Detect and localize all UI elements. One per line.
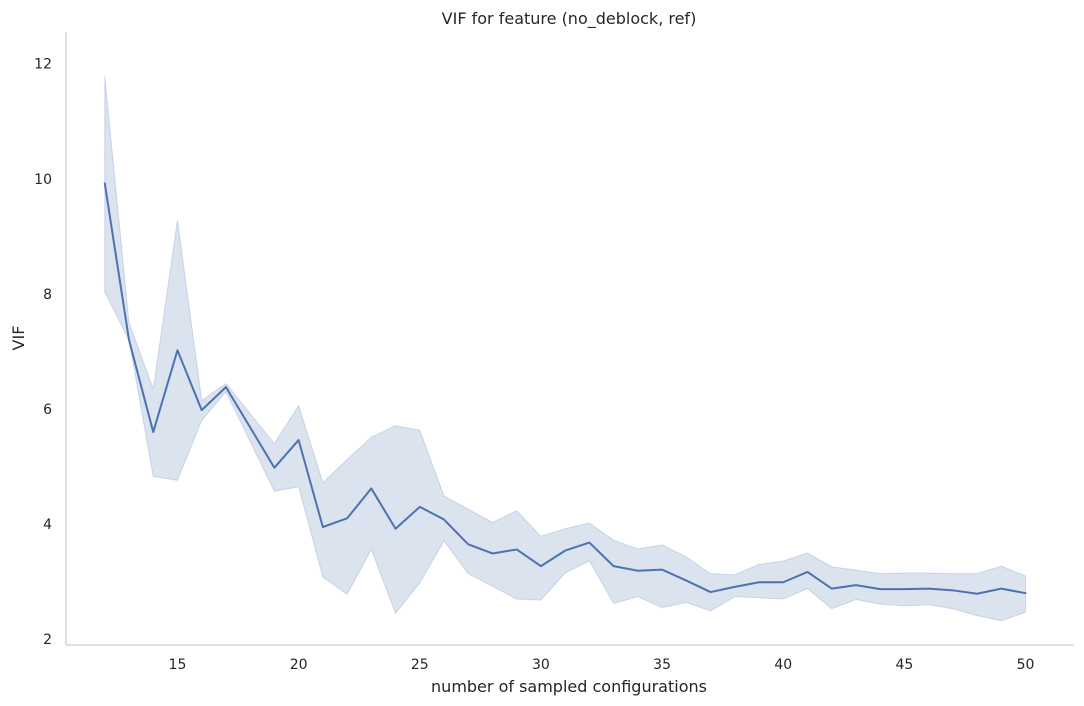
data-point <box>611 563 617 569</box>
data-point <box>102 180 108 186</box>
data-point <box>926 586 932 592</box>
data-point <box>174 347 180 353</box>
data-point <box>199 407 205 413</box>
data-point <box>780 579 786 585</box>
data-point <box>683 578 689 584</box>
y-tick-label: 6 <box>43 402 52 418</box>
data-point <box>950 587 956 593</box>
x-axis-title: number of sampled configurations <box>431 677 707 696</box>
y-tick-labels: 2 4 6 8 10 12 <box>34 57 52 649</box>
y-tick-label: 8 <box>43 287 52 303</box>
x-tick-label: 30 <box>532 657 550 673</box>
y-axis-title: VIF <box>9 326 28 351</box>
data-point <box>829 586 835 592</box>
data-point <box>514 546 520 552</box>
data-point <box>393 526 399 532</box>
data-point <box>441 517 447 523</box>
series-line <box>103 182 1027 595</box>
x-tick-label: 35 <box>653 657 671 673</box>
x-tick-label: 45 <box>895 657 913 673</box>
data-point <box>586 540 592 546</box>
y-tick-label: 4 <box>43 517 52 533</box>
data-point <box>223 384 229 390</box>
chart-title: VIF for feature (no_deblock, ref) <box>442 9 697 29</box>
data-point <box>271 465 277 471</box>
data-point <box>126 337 132 343</box>
data-point <box>732 584 738 590</box>
data-point <box>659 567 665 573</box>
data-point <box>901 586 907 592</box>
data-point <box>296 437 302 443</box>
data-point <box>562 548 568 554</box>
data-point <box>635 568 641 574</box>
data-point <box>998 586 1004 592</box>
data-point <box>708 589 714 595</box>
y-tick-label: 12 <box>34 57 52 73</box>
x-tick-label: 50 <box>1017 657 1035 673</box>
confidence-band-layer <box>104 76 1027 622</box>
data-point <box>538 563 544 569</box>
y-tick-label: 10 <box>34 172 52 188</box>
data-point <box>368 485 374 491</box>
x-tick-label: 20 <box>290 657 308 673</box>
data-point <box>417 504 423 510</box>
y-tick-label: 2 <box>43 632 52 648</box>
x-tick-labels: 15 20 25 30 35 40 45 50 <box>169 657 1035 673</box>
data-point <box>877 586 883 592</box>
x-tick-label: 25 <box>411 657 429 673</box>
data-point <box>756 579 762 585</box>
data-point <box>489 550 495 556</box>
data-point <box>320 524 326 530</box>
data-point <box>804 569 810 575</box>
data-point <box>344 515 350 521</box>
x-tick-label: 15 <box>169 657 187 673</box>
data-point <box>1023 590 1029 596</box>
data-point <box>974 591 980 597</box>
data-point <box>853 582 859 588</box>
series-line-layer <box>102 180 1029 597</box>
data-point <box>465 541 471 547</box>
data-point <box>150 429 156 435</box>
x-tick-label: 40 <box>774 657 792 673</box>
confidence-band <box>104 76 1027 622</box>
